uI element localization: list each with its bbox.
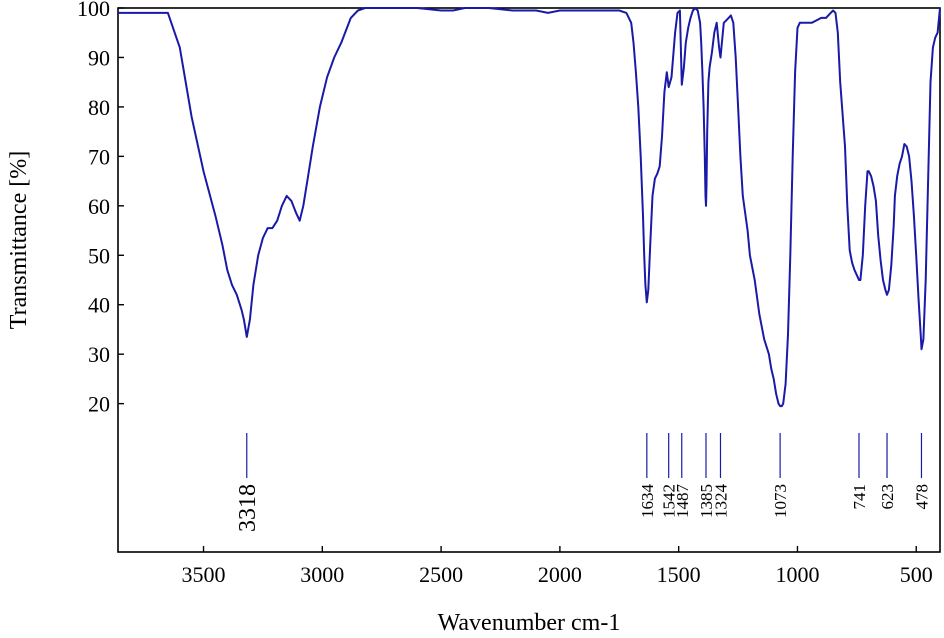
x-axis-ticks: 3500 3000 2500 2000 1500 1000 500 [182,546,933,587]
y-tick-label-90: 90 [88,45,110,70]
peak-label-1385: 1385 [697,484,716,518]
y-tick-label-60: 60 [88,194,110,219]
x-tick-label-3000: 3000 [300,562,344,587]
peak-label-1073: 1073 [771,484,790,518]
peak-label-3318: 3318 [235,484,261,532]
spectrum-line [118,7,941,408]
peak-label-741: 741 [850,484,869,510]
y-tick-label-40: 40 [88,293,110,318]
plot-frame [117,7,941,553]
peak-label-1542: 1542 [660,484,679,518]
y-tick-label-20: 20 [88,392,110,417]
y-tick-label-80: 80 [88,95,110,120]
y-axis-ticks: 20 30 40 50 60 70 80 90 100 [77,0,124,417]
x-axis-label: Wavenumber cm-1 [438,610,621,636]
peak-label-1634: 1634 [638,484,657,519]
x-tick-label-2000: 2000 [538,562,582,587]
peak-label-623: 623 [878,484,897,510]
y-axis-label: Transmittance [%] [6,151,32,329]
peak-label-1324: 1324 [711,484,730,519]
x-tick-label-1000: 1000 [775,562,819,587]
x-tick-label-2500: 2500 [419,562,463,587]
y-tick-label-70: 70 [88,144,110,169]
y-tick-label-30: 30 [88,342,110,367]
y-tick-label-100: 100 [77,0,110,21]
x-tick-label-500: 500 [900,562,933,587]
peak-label-478: 478 [912,484,931,510]
x-tick-label-1500: 1500 [657,562,701,587]
y-tick-label-50: 50 [88,243,110,268]
x-tick-label-3500: 3500 [182,562,226,587]
peak-label-1487: 1487 [673,484,692,519]
